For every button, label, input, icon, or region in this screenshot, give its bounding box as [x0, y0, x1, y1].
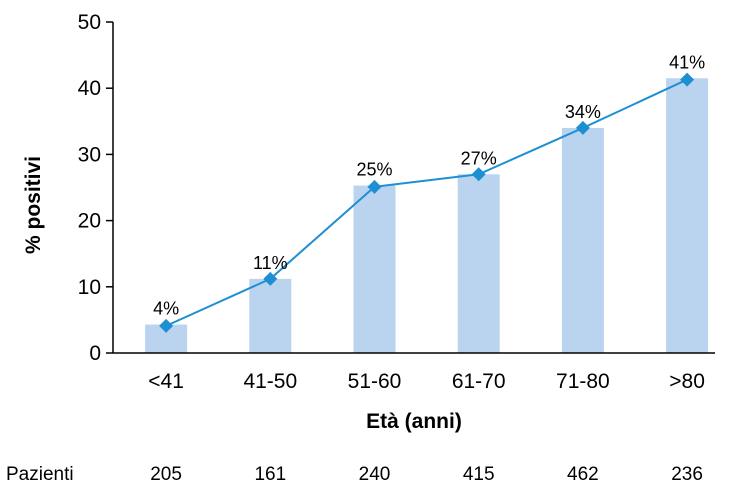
data-labels: 4% 11% 25% 27% 34% 41% — [153, 52, 705, 318]
y-ticks: 0 10 20 30 40 50 — [78, 11, 113, 365]
bar — [457, 174, 500, 353]
data-label: 34% — [565, 102, 601, 122]
patients-count: 161 — [254, 464, 286, 484]
line-marker — [263, 271, 278, 286]
line-marker — [575, 120, 590, 135]
bars-layer — [145, 78, 709, 354]
line-markers — [159, 72, 695, 333]
line-marker — [471, 167, 486, 182]
patients-count: 236 — [671, 464, 703, 484]
patients-counts: 205 161 240 415 462 236 — [150, 464, 703, 484]
bar — [666, 78, 709, 354]
patients-count: 462 — [567, 464, 599, 484]
y-tick-label: 40 — [78, 77, 101, 100]
y-tick-label: 10 — [78, 276, 101, 299]
x-tick-label: 61-70 — [452, 370, 506, 393]
line-marker — [680, 72, 695, 87]
y-axis-title: % positivi — [22, 156, 45, 254]
bar — [249, 278, 292, 353]
y-tick-label: 30 — [78, 143, 101, 166]
y-tick-label: 20 — [78, 210, 101, 233]
x-tick-label: 41-50 — [243, 370, 297, 393]
bar — [561, 127, 604, 353]
y-tick-label: 0 — [89, 342, 101, 365]
data-label: 27% — [461, 148, 497, 168]
patients-count: 415 — [463, 464, 495, 484]
patients-label: Pazienti — [6, 464, 74, 484]
y-tick-label: 50 — [78, 11, 101, 34]
patients-row: Pazienti 205 161 240 415 462 236 — [6, 464, 703, 484]
line-series — [165, 78, 688, 327]
data-label: 4% — [153, 299, 179, 319]
trend-line — [165, 78, 688, 327]
patients-count: 205 — [150, 464, 182, 484]
line-marker — [159, 318, 174, 333]
x-tick-label: 71-80 — [556, 370, 610, 393]
data-label: 41% — [669, 52, 705, 72]
x-tick-label: 51-60 — [348, 370, 402, 393]
x-tick-label: <41 — [148, 370, 184, 393]
x-tick-labels: <41 41-50 51-60 61-70 71-80 >80 — [148, 370, 705, 393]
data-label: 11% — [253, 253, 288, 273]
axes-layer — [112, 22, 715, 354]
patients-count: 240 — [359, 464, 391, 484]
line-marker — [367, 179, 382, 194]
x-tick-label: >80 — [669, 370, 705, 393]
data-label: 25% — [356, 160, 392, 180]
bar — [353, 185, 396, 353]
x-axis-title: Età (anni) — [366, 410, 462, 433]
